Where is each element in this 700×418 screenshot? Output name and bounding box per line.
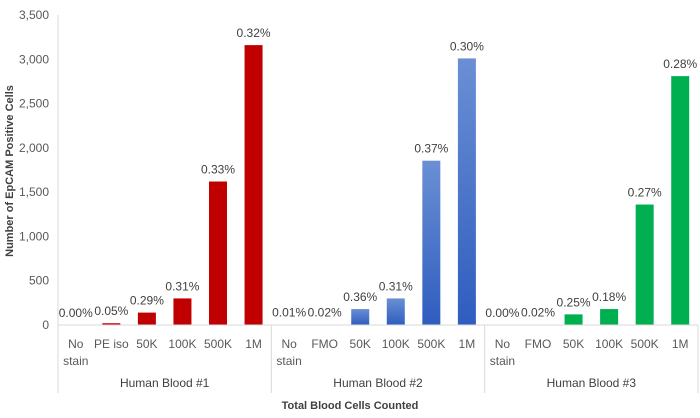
data-label: 0.31% — [379, 279, 413, 293]
x-tick-label: 1M — [245, 337, 262, 351]
data-label: 0.00% — [59, 306, 93, 320]
x-tick-label: 50K — [563, 337, 584, 351]
data-label: 0.25% — [557, 295, 591, 309]
x-tick-label: 100K — [595, 337, 623, 351]
x-tick-label: 500K — [417, 337, 445, 351]
bar — [635, 204, 654, 325]
bar — [102, 323, 121, 325]
y-tick-label: 1,500 — [19, 185, 49, 199]
x-tick-label: No stain — [490, 337, 515, 368]
data-label: 0.02% — [308, 306, 342, 320]
x-axis-title: Total Blood Cells Counted — [282, 400, 419, 412]
bar — [244, 45, 263, 325]
x-tick-label: PE iso — [94, 337, 129, 351]
x-tick-label: 50K — [136, 337, 157, 351]
data-label: 0.37% — [414, 142, 448, 156]
y-tick-label: 2,500 — [19, 97, 49, 111]
data-label: 0.29% — [130, 294, 164, 308]
y-tick-label: 0 — [42, 318, 49, 332]
group-label: Human Blood #1 — [120, 376, 210, 390]
y-axis: 0 500 1,000 1,500 2,000 2,500 3,000 3,500 — [19, 8, 59, 332]
data-label: 0.33% — [201, 163, 235, 177]
bar — [173, 298, 192, 325]
y-tick-label: 3,000 — [19, 52, 49, 66]
data-label: 0.36% — [343, 290, 377, 304]
group-label: Human Blood #2 — [333, 376, 423, 390]
group-label: Human Blood #3 — [547, 376, 637, 390]
bar — [564, 314, 583, 325]
bar — [137, 312, 156, 325]
y-tick-label: 2,000 — [19, 141, 49, 155]
bar — [457, 58, 476, 326]
data-label: 0.30% — [450, 39, 484, 53]
x-tick-label: FMO — [525, 337, 552, 351]
x-tick-label: FMO — [311, 337, 338, 351]
x-tick-label: No stain — [63, 337, 88, 368]
x-tick-label: 500K — [204, 337, 232, 351]
data-label: 0.00% — [485, 306, 519, 320]
x-axis: No stain PE iso 50K 100K 500K 1M Human Blood #1… — [57, 324, 699, 393]
y-tick-label: 500 — [29, 274, 49, 288]
y-tick-label: 1,000 — [19, 229, 49, 243]
data-label: 0.01% — [272, 306, 306, 320]
bar — [386, 298, 405, 325]
data-label: 0.18% — [592, 290, 626, 304]
y-tick-label: 3,500 — [19, 8, 49, 22]
data-label: 0.31% — [165, 279, 199, 293]
bar — [422, 160, 441, 325]
x-tick-label: 1M — [459, 337, 476, 351]
bar — [600, 309, 619, 325]
bar — [209, 181, 227, 325]
data-label: 0.28% — [663, 57, 697, 71]
y-axis-title: Number of EpCAM Positive Cells — [4, 85, 16, 257]
x-tick-label: 1M — [672, 337, 689, 351]
data-label: 0.02% — [521, 306, 555, 320]
data-label: 0.27% — [628, 186, 662, 200]
x-tick-label: No stain — [276, 337, 301, 368]
bars: 0.00% 0.05%0.29%0.31%0.33%0.32%0.01% 0.02%… — [59, 26, 698, 326]
bar — [671, 76, 690, 325]
bar — [351, 309, 370, 325]
data-label: 0.05% — [94, 304, 128, 318]
x-tick-label: 100K — [382, 337, 410, 351]
x-tick-label: 500K — [631, 337, 659, 351]
x-tick-label: 50K — [350, 337, 371, 351]
data-label: 0.32% — [237, 26, 271, 40]
x-tick-label: 100K — [168, 337, 196, 351]
